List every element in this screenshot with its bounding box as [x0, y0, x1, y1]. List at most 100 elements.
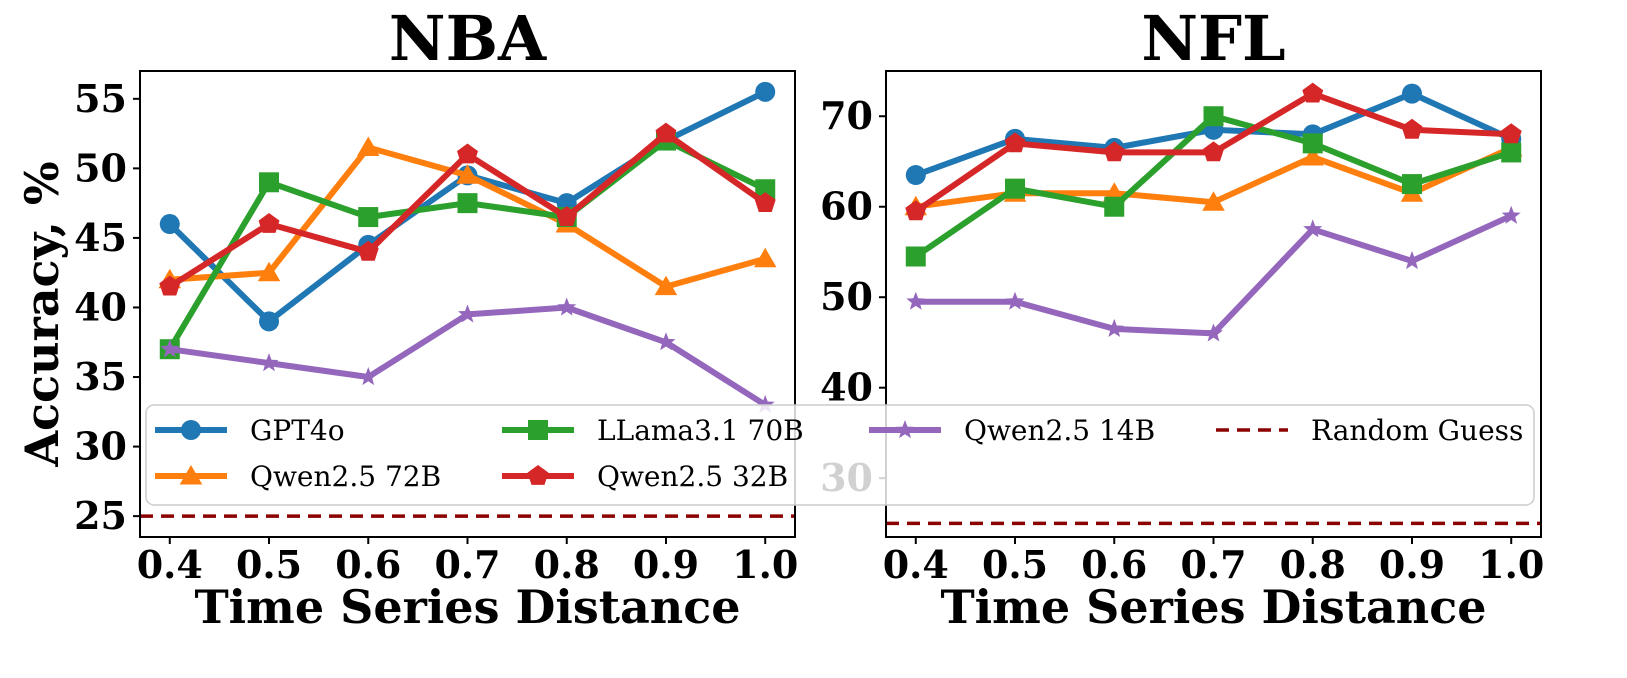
legend-label: Random Guess [1311, 414, 1523, 447]
y-tick-label: 60 [820, 184, 873, 229]
data-point [1203, 106, 1224, 127]
y-tick-label: 55 [74, 76, 127, 121]
data-point [1004, 132, 1026, 153]
data-point [1501, 205, 1521, 224]
series-qwen2-5-32b [159, 122, 776, 296]
data-point [358, 367, 378, 386]
y-tick-label: 45 [74, 215, 127, 260]
data-point [1401, 174, 1422, 195]
data-point [755, 81, 776, 102]
data-point [1302, 82, 1324, 103]
data-point [457, 193, 478, 214]
x-tick-label: 0.5 [236, 542, 302, 587]
x-tick-label: 0.7 [1180, 542, 1246, 587]
data-point [556, 206, 578, 226]
y-tick-label: 40 [820, 365, 873, 410]
x-axis-label: Time Series Distance [940, 580, 1486, 634]
legend-marker [528, 420, 548, 440]
data-point [654, 275, 678, 296]
data-point [1204, 323, 1223, 342]
data-point [1301, 146, 1324, 166]
y-tick-label: 50 [820, 274, 873, 319]
data-point [160, 339, 180, 358]
series-line [915, 213, 1513, 337]
data-point [655, 122, 677, 143]
legend: GPT4o LLama3.1 70B Qwen2.5 14B Random Guess… [145, 404, 1535, 506]
data-point [1005, 291, 1025, 310]
y-tick-label: 40 [74, 284, 127, 329]
x-tick-label: 1.0 [1478, 542, 1544, 587]
data-point [358, 207, 379, 228]
data-point [1402, 251, 1422, 270]
legend-label: GPT4o [250, 414, 345, 447]
data-point [1401, 118, 1423, 139]
data-point [457, 143, 478, 164]
x-tick-label: 0.8 [1280, 542, 1346, 587]
chart-title: NBA [389, 2, 547, 75]
legend-label: Qwen2.5 72B [250, 460, 441, 493]
data-point [754, 247, 777, 268]
data-point [1103, 141, 1125, 162]
y-tick-label: 25 [74, 493, 127, 538]
data-point [258, 213, 280, 233]
y-tick-label: 50 [74, 145, 127, 190]
x-tick-label: 0.9 [633, 542, 699, 587]
data-point [259, 311, 280, 332]
data-point [905, 165, 926, 186]
data-point [357, 136, 380, 156]
data-point [259, 353, 279, 372]
y-tick-label: 35 [74, 354, 127, 399]
series-qwen2-5-32b [905, 82, 1522, 221]
legend-entry-random-guess: Random Guess [1216, 414, 1523, 447]
legend-entry-llama3-1-70b: LLama3.1 70B [502, 414, 804, 447]
data-point [357, 240, 379, 261]
series-qwen2-5-14b [160, 297, 775, 413]
data-point [456, 164, 479, 184]
legend-entry-gpt4o: GPT4o [155, 414, 345, 447]
legend-entry-qwen2-5-32b: Qwen2.5 32B [502, 460, 788, 493]
data-point [905, 246, 926, 267]
legend-entry-qwen2-5-72b: Qwen2.5 72B [155, 460, 441, 493]
data-point [1104, 196, 1125, 217]
y-tick-label: 30 [74, 424, 127, 469]
data-point [905, 200, 927, 221]
x-tick-label: 0.9 [1379, 542, 1445, 587]
data-point [159, 214, 180, 235]
data-point [754, 192, 776, 212]
series-llama3-1-70b [905, 106, 1522, 267]
data-point [159, 275, 181, 296]
x-tick-label: 0.4 [137, 542, 203, 587]
data-point [906, 291, 926, 310]
panel-nba: NBA Time Series Distance Accuracy, % 0.4 0.5… [15, 2, 798, 634]
x-tick-label: 0.6 [1081, 542, 1147, 587]
data-point [557, 297, 577, 316]
data-point [755, 179, 776, 200]
x-axis-label: Time Series Distance [194, 580, 740, 634]
x-tick-label: 0.7 [434, 542, 500, 587]
legend-label: LLama3.1 70B [597, 414, 804, 447]
data-point [1500, 123, 1522, 144]
data-point [1202, 191, 1225, 211]
series-qwen2-5-14b [906, 205, 1521, 342]
x-tick-label: 0.6 [335, 542, 401, 587]
data-point [1501, 142, 1522, 163]
legend-label: Qwen2.5 32B [597, 460, 788, 493]
legend-box [145, 404, 1535, 506]
legend-label: Qwen2.5 14B [964, 414, 1155, 447]
data-point [259, 172, 280, 193]
x-tick-label: 0.4 [883, 542, 949, 587]
legend-marker [181, 420, 201, 440]
data-point [656, 332, 676, 351]
legend-marker [527, 465, 549, 485]
legend-marker [895, 420, 915, 439]
data-point [458, 304, 477, 323]
chart-title: NFL [1141, 2, 1285, 75]
x-tick-label: 1.0 [732, 542, 798, 587]
data-point [1203, 141, 1224, 162]
x-tick-label: 0.5 [982, 542, 1048, 587]
data-point [1005, 178, 1026, 199]
data-point [755, 394, 775, 413]
series-gpt4o [905, 83, 1522, 186]
data-point [1104, 318, 1124, 337]
